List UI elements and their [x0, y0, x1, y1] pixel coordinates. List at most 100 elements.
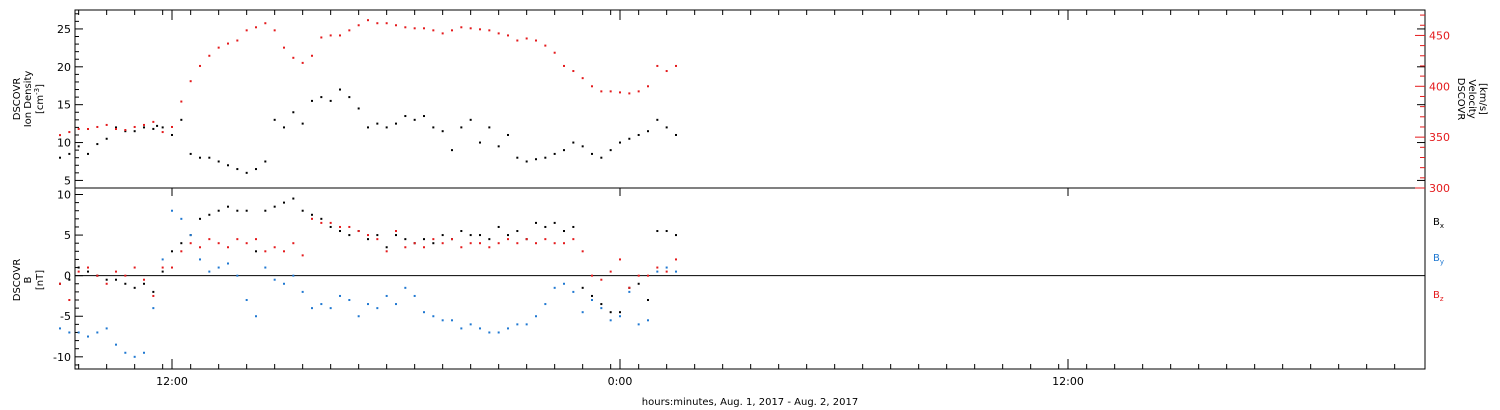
density-point-57: [581, 145, 584, 148]
density-point-12: [161, 126, 164, 129]
bx-point-7: [124, 282, 127, 285]
velocity-point-6: [115, 128, 117, 131]
bx-point-49: [516, 230, 519, 233]
by-point-29: [329, 307, 332, 310]
velocity-point-54: [563, 64, 565, 67]
by-point-42: [451, 319, 453, 322]
bz-point-14: [189, 242, 192, 245]
by-point-21: [255, 315, 257, 318]
bx-point-11: [161, 270, 164, 273]
velocity-point-44: [469, 27, 472, 30]
by-point-51: [535, 315, 537, 318]
by-point-45: [479, 327, 481, 330]
bz-point-63: [647, 274, 649, 277]
velocity-point-25: [292, 56, 295, 59]
bx-point-41: [441, 234, 444, 237]
top-ylabel-unit-open: [cm: [35, 95, 46, 114]
bz-point-6: [115, 270, 117, 273]
bz-point-66: [675, 258, 677, 261]
bz-point-8: [133, 266, 136, 269]
by-point-55: [572, 290, 575, 293]
bx-point-45: [479, 234, 481, 237]
bx-point-44: [469, 234, 472, 237]
bx-point-10: [152, 290, 155, 293]
density-point-46: [479, 141, 481, 144]
xtick-label-0: 12:00: [156, 375, 188, 388]
density-point-8: [133, 130, 136, 133]
bx-point-52: [544, 225, 547, 228]
density-point-10: [152, 127, 155, 130]
bx-point-19: [236, 209, 239, 212]
bottom-panel-frame: [74, 187, 1426, 370]
by-point-27: [311, 307, 313, 310]
by-point-54: [563, 282, 565, 285]
density-point-2: [77, 145, 80, 148]
by-point-65: [665, 266, 668, 269]
top-ytick-label-4: 25: [57, 23, 71, 36]
by-point-16: [208, 270, 211, 273]
velocity-point-12: [171, 125, 173, 128]
velocity-point-60: [619, 91, 621, 94]
top-ylabel-unit-exp: -3: [33, 88, 41, 95]
xtick-label-1: 0:00: [608, 375, 633, 388]
by-point-53: [553, 286, 556, 289]
bz-point-57: [591, 274, 593, 277]
density-point-20: [236, 168, 239, 171]
density-point-49: [507, 133, 509, 136]
by-point-43: [460, 327, 463, 330]
bz-point-25: [292, 242, 295, 245]
velocity-point-47: [497, 32, 500, 35]
bz-point-11: [161, 266, 164, 269]
bx-point-40: [432, 242, 435, 245]
bz-point-4: [96, 274, 99, 277]
velocity-point-7: [124, 129, 127, 132]
velocity-point-8: [133, 125, 136, 128]
by-point-15: [199, 258, 201, 261]
legend-by-sub: y: [1440, 258, 1444, 266]
legend-bx-sub: x: [1440, 222, 1444, 230]
velocity-point-53: [553, 51, 556, 54]
bz-point-50: [525, 238, 528, 241]
density-point-43: [451, 149, 453, 152]
by-point-36: [395, 303, 397, 306]
legend-bz-main: B: [1433, 290, 1440, 301]
by-point-32: [357, 315, 360, 318]
bz-point-34: [376, 238, 379, 241]
density-point-65: [656, 118, 659, 121]
velocity-point-22: [264, 22, 267, 25]
bx-point-43: [460, 230, 463, 233]
by-point-48: [507, 327, 509, 330]
bz-point-37: [404, 246, 407, 249]
density-point-61: [619, 141, 621, 144]
density-point-36: [385, 126, 388, 129]
density-point-38: [404, 115, 407, 118]
bz-point-3: [87, 266, 89, 269]
bz-point-32: [357, 230, 360, 233]
density-point-1: [68, 152, 71, 155]
density-point-45: [469, 118, 472, 121]
bx-point-6: [115, 278, 117, 281]
by-point-18: [227, 262, 229, 265]
bx-point-26: [301, 209, 304, 212]
bz-point-22: [264, 250, 267, 253]
velocity-point-51: [535, 39, 537, 42]
density-point-33: [357, 107, 360, 110]
top-ylabel-right-line3: [km/s]: [1477, 83, 1488, 115]
by-point-59: [609, 319, 612, 322]
by-point-25: [292, 274, 295, 277]
bz-point-15: [199, 246, 201, 249]
xtick-label-2: 12:00: [1052, 375, 1084, 388]
bz-point-51: [535, 242, 537, 245]
density-point-7: [124, 130, 127, 133]
bz-point-43: [460, 246, 463, 249]
bz-point-21: [255, 238, 257, 241]
bz-point-62: [637, 274, 640, 277]
velocity-point-46: [488, 29, 491, 32]
density-point-24: [273, 118, 276, 121]
by-point-9: [143, 351, 145, 354]
by-point-38: [413, 294, 416, 297]
velocity-point-57: [591, 85, 593, 88]
bx-point-23: [273, 205, 276, 208]
density-point-34: [367, 126, 369, 129]
velocity-point-64: [656, 64, 659, 67]
